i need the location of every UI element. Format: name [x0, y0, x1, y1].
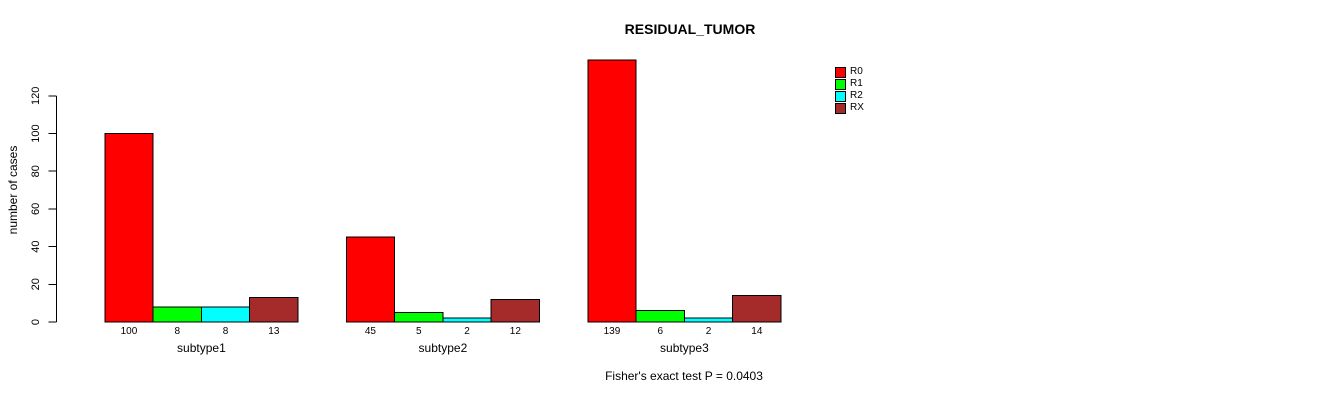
y-tick-label: 100: [30, 124, 42, 142]
y-tick-label: 80: [30, 165, 42, 177]
bar-value-label-subtype2-R1: 5: [416, 326, 422, 337]
legend-label-R2: R2: [850, 90, 863, 101]
bar-subtype2-R0: [345, 236, 396, 323]
legend-swatch-R0: [835, 66, 846, 78]
category-label-subtype1: subtype1: [177, 341, 226, 355]
legend-item-RX: RX: [835, 102, 864, 114]
bar-subtype3-R2: [683, 317, 734, 323]
bar-subtype2-R1: [394, 312, 444, 323]
category-label-subtype2: subtype2: [419, 341, 468, 355]
bar-subtype3-R0: [587, 59, 637, 323]
bar-value-label-subtype3-RX: 14: [751, 326, 763, 337]
legend-swatch-RX: [835, 102, 846, 114]
bar-value-label-subtype3-R2: 2: [706, 326, 712, 337]
legend-item-R2: R2: [835, 90, 864, 102]
bar-value-label-subtype1-R1: 8: [174, 326, 180, 337]
bar-value-label-subtype1-R0: 100: [121, 326, 138, 337]
legend-item-R1: R1: [835, 78, 864, 90]
legend: R0 R1 R2 RX: [835, 66, 864, 114]
bar-value-label-subtype1-R2: 8: [223, 326, 229, 337]
legend-swatch-R1: [835, 78, 846, 90]
bar-subtype1-R2: [200, 306, 251, 323]
bar-subtype3-R1: [635, 310, 685, 323]
bar-subtype2-R2: [442, 317, 492, 323]
y-tick-label: 120: [30, 87, 42, 105]
bar-subtype1-R1: [152, 306, 202, 323]
bar-subtype3-RX: [732, 295, 782, 323]
legend-label-R0: R0: [850, 66, 863, 77]
y-tick-label: 0: [30, 319, 42, 325]
y-tick-label: 60: [30, 203, 42, 215]
legend-label-RX: RX: [850, 102, 864, 113]
bar-subtype1-RX: [249, 296, 299, 323]
y-tick-label: 40: [30, 240, 42, 252]
bar-value-label-subtype1-RX: 13: [268, 326, 280, 337]
bar-value-label-subtype3-R0: 139: [604, 326, 621, 337]
bar-subtype2-RX: [490, 298, 541, 323]
bar-value-label-subtype3-R1: 6: [657, 326, 663, 337]
category-label-subtype3: subtype3: [660, 341, 709, 355]
bar-subtype1-R0: [104, 133, 154, 323]
bar-value-label-subtype2-R2: 2: [464, 326, 470, 337]
legend-swatch-R2: [835, 90, 846, 102]
legend-item-R0: R0: [835, 66, 864, 78]
chart-title: RESIDUAL_TUMOR: [624, 21, 756, 37]
legend-label-R1: R1: [850, 78, 863, 89]
fisher-test-annotation: Fisher's exact test P = 0.0403: [605, 369, 763, 383]
bar-value-label-subtype2-R0: 45: [365, 326, 377, 337]
y-tick-label: 20: [30, 278, 42, 290]
bar-value-label-subtype2-RX: 12: [510, 326, 522, 337]
